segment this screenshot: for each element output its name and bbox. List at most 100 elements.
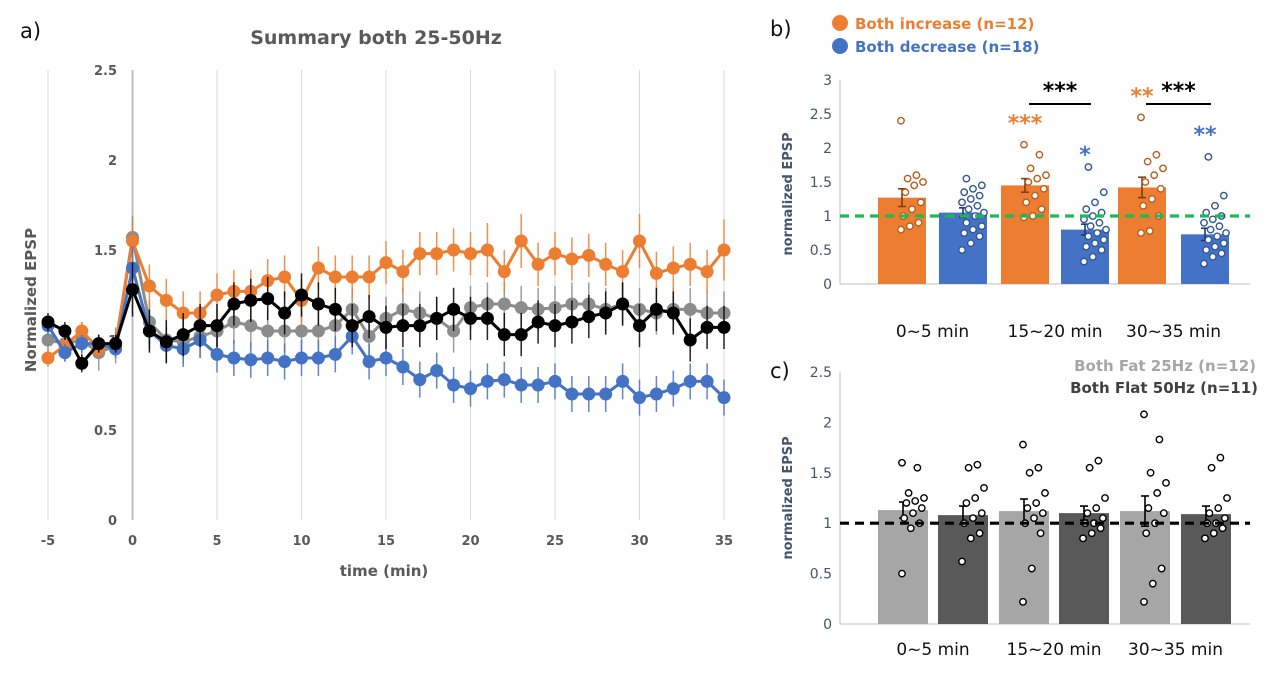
data-point (717, 320, 731, 334)
panel-label-c: c) (770, 359, 790, 383)
panel-label-b: b) (770, 17, 792, 41)
individual-point (1140, 410, 1148, 419)
data-point (295, 351, 308, 365)
data-point (142, 279, 156, 293)
data-point (430, 247, 444, 261)
individual-point (920, 494, 928, 502)
individual-point (1219, 239, 1228, 248)
data-point (717, 243, 731, 257)
data-point (649, 387, 663, 401)
legend-label-50hz: Both Flat 50Hz (n=11) (1070, 379, 1258, 397)
individual-point (1159, 509, 1168, 518)
individual-point (1146, 468, 1155, 477)
data-point (41, 333, 55, 347)
data-point (497, 328, 511, 342)
individual-point (1205, 509, 1214, 518)
data-point (413, 319, 427, 333)
individual-point (1091, 239, 1099, 248)
comparison-label: *** (1161, 79, 1196, 104)
data-point (142, 324, 156, 338)
individual-point (898, 458, 906, 467)
individual-point (1030, 514, 1038, 523)
individual-point (1023, 504, 1032, 512)
individual-point (917, 504, 926, 512)
individual-point (1220, 514, 1229, 523)
x-tick-label: 20 (461, 534, 479, 549)
data-point (616, 265, 630, 279)
individual-point (1215, 222, 1224, 231)
individual-point (1157, 564, 1166, 573)
data-point (480, 311, 494, 325)
data-point (464, 382, 477, 396)
data-point (210, 319, 224, 333)
y-tick-label: 0.5 (810, 243, 832, 259)
y-tick-label: 0.5 (94, 424, 117, 439)
bar (878, 510, 928, 624)
legend-label-increase: Both increase (n=12) (855, 15, 1034, 33)
y-tick-label: 2 (108, 154, 117, 169)
data-point (109, 337, 123, 351)
individual-point (973, 201, 982, 210)
legend-marker-increase (832, 15, 848, 31)
bar (1181, 514, 1231, 624)
data-point (278, 306, 292, 320)
data-point (599, 387, 613, 401)
data-point (531, 378, 545, 392)
y-tick-label: 0.5 (810, 567, 832, 583)
individual-point (897, 225, 905, 234)
individual-point (962, 174, 971, 183)
data-point (548, 374, 562, 388)
individual-point (1027, 564, 1036, 573)
individual-point (964, 205, 973, 214)
data-point (480, 243, 494, 257)
x-tick-label: 15 (377, 534, 395, 549)
data-point (75, 324, 89, 338)
data-point (430, 364, 444, 378)
individual-point (913, 463, 922, 472)
individual-point (1032, 499, 1041, 507)
individual-point (1031, 191, 1039, 200)
data-point (210, 347, 224, 361)
individual-point (969, 225, 977, 234)
data-point (396, 319, 410, 333)
data-point (126, 283, 139, 297)
data-point (514, 234, 528, 248)
data-point (311, 297, 325, 311)
data-point (633, 319, 646, 333)
data-point (565, 387, 579, 401)
comparison-label: *** (1043, 79, 1078, 104)
individual-point (1020, 140, 1028, 149)
data-point (514, 301, 528, 315)
y-tick-label: 0 (823, 617, 832, 633)
data-point (159, 335, 173, 349)
significance-marker: ** (1193, 123, 1217, 148)
significance-marker: ** (1130, 84, 1154, 109)
data-point (328, 347, 342, 361)
individual-point (1091, 198, 1099, 207)
individual-point (1039, 184, 1048, 193)
individual-point (1101, 494, 1109, 502)
data-point (480, 374, 494, 388)
data-point (311, 324, 325, 338)
data-point (531, 315, 545, 329)
data-point (244, 353, 258, 367)
data-point (666, 382, 680, 396)
individual-point (977, 509, 986, 518)
individual-point (1102, 225, 1110, 234)
individual-point (964, 463, 973, 472)
x-tick-label: 35 (715, 534, 733, 549)
data-point (92, 337, 106, 351)
individual-point (1144, 504, 1153, 512)
data-point (227, 297, 241, 311)
individual-point (973, 460, 982, 469)
individual-point (1206, 225, 1215, 234)
individual-point (1083, 509, 1092, 518)
category-label: 15~20 min (1008, 322, 1103, 342)
individual-point (1143, 157, 1152, 166)
individual-point (975, 191, 984, 200)
panel-label-a: a) (20, 19, 41, 43)
individual-point (906, 524, 915, 533)
individual-point (1218, 524, 1227, 533)
individual-point (1219, 191, 1228, 200)
data-point (41, 315, 55, 329)
